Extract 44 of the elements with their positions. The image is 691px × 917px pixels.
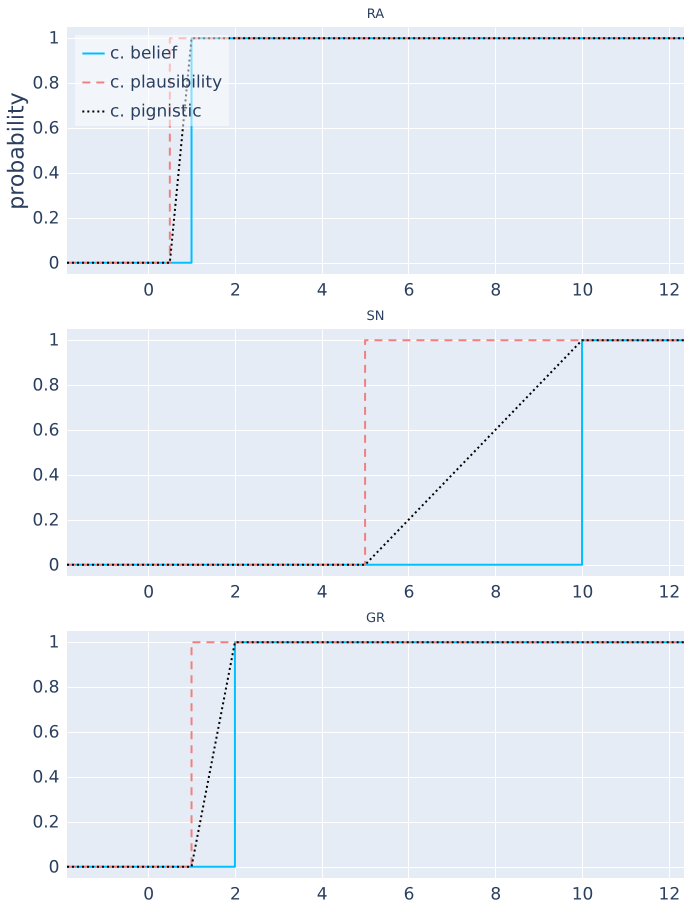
x-tick-label: 10 bbox=[572, 582, 594, 602]
x-tick-label: 4 bbox=[316, 884, 328, 904]
x-tick-label: 8 bbox=[490, 884, 502, 904]
y-tick-label: 0.8 bbox=[32, 678, 60, 698]
legend-label: c. belief bbox=[110, 44, 178, 64]
x-tick-label: 4 bbox=[316, 582, 328, 602]
y-tick-label: 0.8 bbox=[32, 376, 60, 396]
x-tick-label: 6 bbox=[404, 884, 414, 904]
x-tick-label: 10 bbox=[572, 884, 594, 904]
x-tick-label: 10 bbox=[572, 280, 594, 300]
chart-title: RA bbox=[366, 7, 384, 22]
x-tick-label: 8 bbox=[490, 280, 502, 300]
x-tick-label: 12 bbox=[658, 884, 680, 904]
x-tick-label: 0 bbox=[143, 884, 154, 904]
x-tick-label: 4 bbox=[316, 280, 328, 300]
x-tick-label: 12 bbox=[658, 280, 680, 300]
y-tick-label: 0.2 bbox=[32, 510, 60, 530]
x-tick-label: 2 bbox=[230, 280, 241, 300]
y-tick-label: 0.4 bbox=[32, 767, 60, 788]
y-axis-title: probability bbox=[4, 92, 30, 210]
x-tick-label: 2 bbox=[230, 582, 241, 602]
y-tick-label: 1 bbox=[48, 28, 60, 49]
y-tick-label: 0.8 bbox=[32, 74, 60, 94]
y-tick-label: 0 bbox=[48, 253, 60, 274]
x-tick-label: 2 bbox=[230, 884, 241, 904]
y-tick-label: 1 bbox=[48, 632, 60, 653]
x-tick-label: 0 bbox=[143, 582, 154, 602]
chart-title: SN bbox=[366, 309, 384, 324]
y-tick-label: 0.6 bbox=[32, 118, 60, 139]
x-tick-label: 0 bbox=[143, 280, 154, 300]
y-tick-label: 0 bbox=[48, 857, 60, 878]
y-tick-label: 0.2 bbox=[32, 208, 60, 228]
chart-title: GR bbox=[366, 611, 386, 626]
x-tick-label: 8 bbox=[490, 582, 502, 602]
x-tick-label: 6 bbox=[404, 582, 414, 602]
x-tick-label: 12 bbox=[658, 582, 680, 602]
y-tick-label: 0.6 bbox=[32, 722, 60, 743]
y-tick-label: 0 bbox=[48, 555, 60, 576]
y-tick-label: 0.4 bbox=[32, 465, 60, 486]
y-tick-label: 0.6 bbox=[32, 420, 60, 441]
y-tick-label: 0.2 bbox=[32, 812, 60, 832]
y-tick-label: 0.4 bbox=[32, 163, 60, 184]
x-tick-label: 6 bbox=[404, 280, 414, 300]
y-tick-label: 1 bbox=[48, 330, 60, 351]
